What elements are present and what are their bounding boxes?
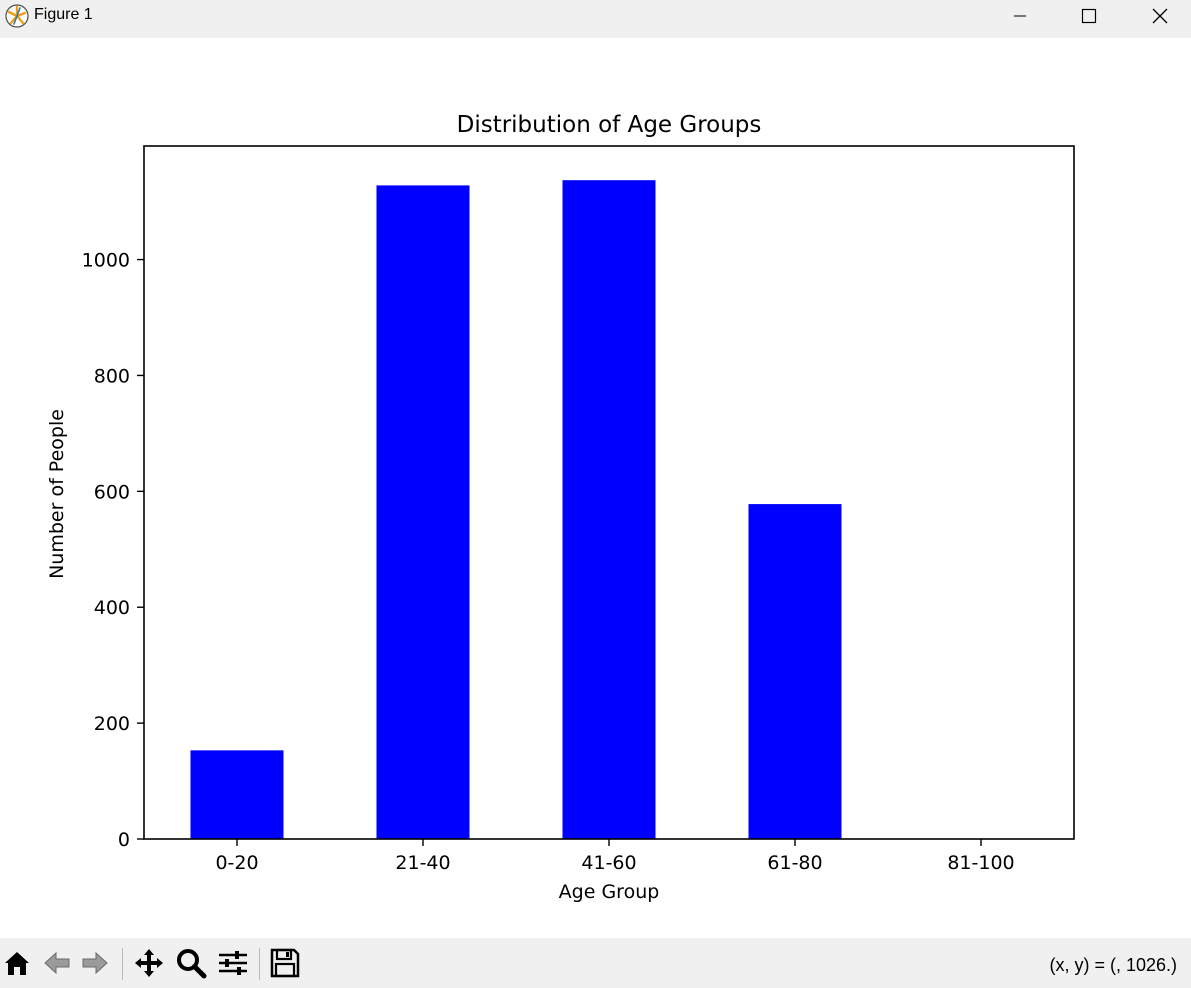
bar-0-20 bbox=[190, 750, 284, 839]
minimize-icon bbox=[1014, 15, 1026, 17]
save-icon bbox=[270, 948, 300, 978]
y-tick-label: 800 bbox=[94, 365, 130, 387]
configure-subplots-icon bbox=[219, 951, 247, 975]
x-tick-label: 0-20 bbox=[215, 852, 258, 874]
zoom-button[interactable] bbox=[174, 946, 208, 980]
bar-61-80 bbox=[748, 504, 842, 839]
pan-icon bbox=[135, 949, 163, 977]
bar-21-40 bbox=[376, 185, 470, 839]
maximize-icon bbox=[1081, 8, 1097, 24]
save-button[interactable] bbox=[268, 946, 302, 980]
chart-title: Distribution of Age Groups bbox=[457, 112, 762, 138]
figure-canvas[interactable]: Distribution of Age Groups 0 200 400 600 800… bbox=[0, 38, 1191, 938]
cursor-coordinates: (x, y) = (, 1026.) bbox=[1049, 955, 1177, 975]
home-button[interactable] bbox=[0, 946, 34, 980]
back-button[interactable] bbox=[40, 946, 74, 980]
pan-button[interactable] bbox=[132, 946, 166, 980]
close-icon bbox=[1152, 8, 1168, 24]
x-tick-label: 21-40 bbox=[395, 852, 450, 874]
zoom-icon bbox=[177, 949, 207, 979]
forward-icon bbox=[82, 951, 108, 975]
y-axis-label: Number of People bbox=[46, 409, 68, 579]
close-button[interactable] bbox=[1137, 0, 1183, 32]
bar-41-60 bbox=[562, 180, 656, 839]
configure-subplots-button[interactable] bbox=[216, 946, 250, 980]
matplotlib-logo-icon bbox=[5, 4, 29, 28]
x-tick-label: 81-100 bbox=[947, 852, 1014, 874]
navigation-toolbar: (x, y) = (, 1026.) bbox=[0, 938, 1191, 988]
y-tick-label: 1000 bbox=[82, 250, 130, 272]
y-tick-label: 200 bbox=[94, 713, 130, 735]
window-title: Figure 1 bbox=[34, 6, 93, 23]
maximize-button[interactable] bbox=[1066, 0, 1112, 32]
bar-chart: Distribution of Age Groups 0 200 400 600 800… bbox=[46, 112, 1075, 903]
title-bar: Figure 1 bbox=[0, 0, 1191, 38]
toolbar-separator bbox=[259, 948, 260, 980]
x-tick-label: 41-60 bbox=[581, 852, 636, 874]
y-tick-label: 400 bbox=[94, 597, 130, 619]
y-tick-label: 0 bbox=[118, 829, 130, 851]
home-icon bbox=[5, 952, 29, 975]
x-axis-label: Age Group bbox=[559, 881, 660, 903]
x-tick-label: 61-80 bbox=[767, 852, 822, 874]
toolbar-separator bbox=[122, 948, 123, 980]
back-icon bbox=[44, 951, 70, 975]
minimize-button[interactable] bbox=[997, 0, 1043, 32]
y-tick-label: 600 bbox=[94, 481, 130, 503]
forward-button[interactable] bbox=[78, 946, 112, 980]
